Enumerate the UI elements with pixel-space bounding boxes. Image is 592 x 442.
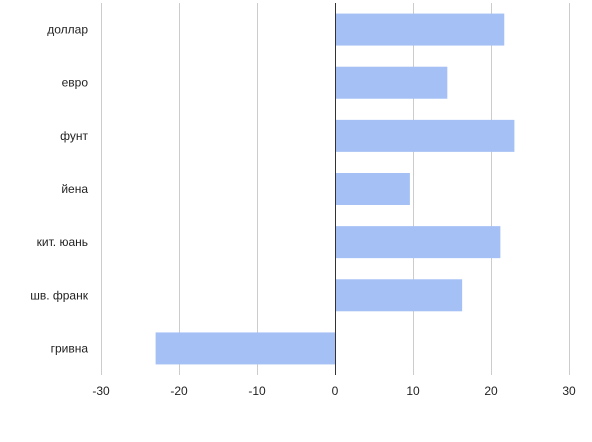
x-tick-label: -30 (92, 384, 110, 398)
x-tick-label: 20 (484, 384, 498, 398)
grid-lines (101, 3, 570, 375)
category-label: фунт (60, 129, 88, 143)
bar (155, 332, 335, 365)
x-tick-label: 10 (406, 384, 420, 398)
category-label: йена (61, 182, 88, 196)
category-label: шв. франк (30, 288, 89, 302)
bar (335, 119, 515, 152)
x-tick-label: 30 (562, 384, 576, 398)
category-label: евро (62, 76, 89, 90)
category-labels: доллар евро фунт йена кит. юань шв. франк грив… (30, 23, 89, 356)
category-label: гривна (51, 341, 89, 355)
x-tick-labels: -30 -20 -10 0 10 20 30 (92, 384, 576, 398)
bar (335, 66, 448, 99)
x-tick-label: -10 (248, 384, 266, 398)
bar (335, 13, 505, 46)
category-label: кит. юань (37, 235, 88, 249)
x-tick-label: -20 (170, 384, 188, 398)
bar (335, 173, 410, 205)
bars (155, 13, 515, 365)
bar (335, 226, 501, 259)
bar (335, 279, 463, 312)
x-tick-label: 0 (332, 384, 339, 398)
category-label: доллар (47, 23, 88, 37)
